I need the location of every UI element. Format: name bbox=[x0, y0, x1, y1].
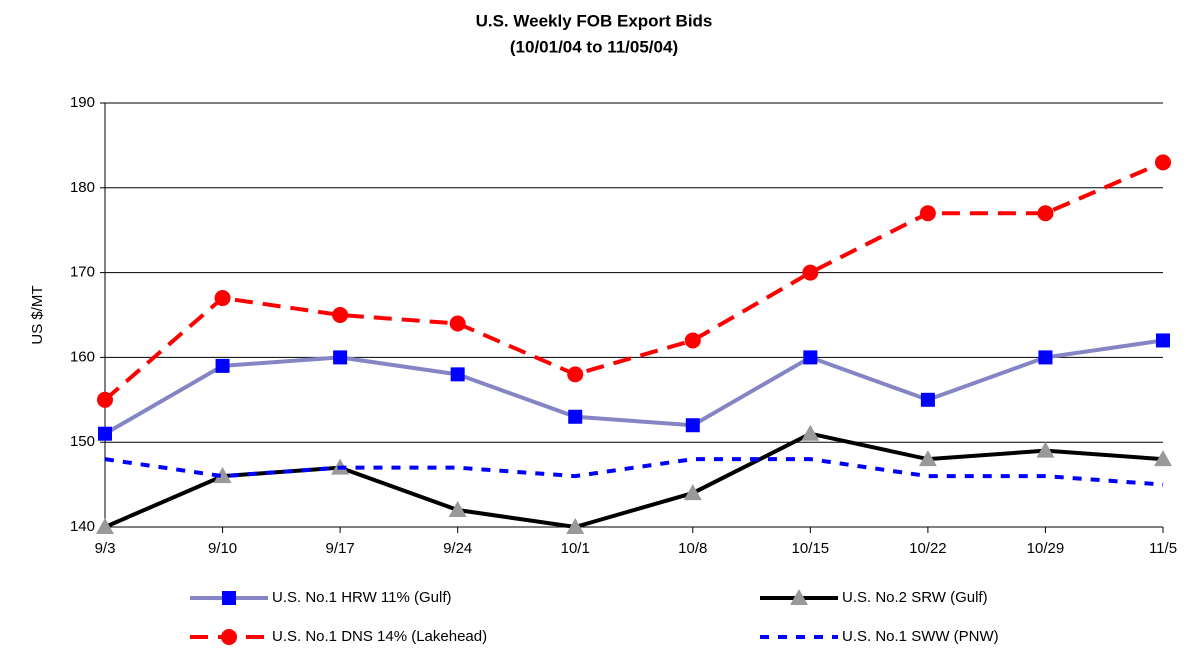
legend-label: U.S. No.2 SRW (Gulf) bbox=[842, 589, 988, 606]
y-tick-label: 140 bbox=[70, 518, 95, 535]
data-point bbox=[448, 501, 467, 518]
legend-marker bbox=[222, 591, 236, 605]
data-point bbox=[1036, 441, 1055, 458]
data-point bbox=[684, 332, 701, 349]
data-point bbox=[449, 315, 466, 332]
x-tick-label: 9/17 bbox=[326, 540, 355, 557]
data-point bbox=[97, 391, 113, 408]
x-tick-label: 10/29 bbox=[1027, 540, 1065, 557]
data-point bbox=[567, 366, 584, 383]
data-point bbox=[803, 350, 818, 365]
data-point bbox=[98, 426, 112, 441]
legend-marker bbox=[790, 589, 808, 605]
series-line bbox=[104, 457, 1164, 487]
data-point bbox=[450, 367, 465, 382]
data-point bbox=[1156, 333, 1170, 348]
legend-label: U.S. No.1 HRW 11% (Gulf) bbox=[272, 589, 452, 606]
data-point bbox=[802, 264, 819, 281]
data-point bbox=[214, 290, 231, 307]
data-point bbox=[918, 450, 937, 467]
data-point bbox=[1038, 350, 1053, 365]
legend-marker bbox=[221, 629, 237, 645]
y-axis-label: US $/MT bbox=[29, 285, 46, 344]
data-point bbox=[920, 392, 935, 407]
y-tick-label: 150 bbox=[70, 433, 95, 450]
x-tick-label: 9/3 bbox=[95, 540, 116, 557]
data-point bbox=[332, 307, 349, 323]
data-point bbox=[1037, 205, 1054, 222]
x-tick-label: 10/1 bbox=[561, 540, 590, 557]
data-point bbox=[333, 350, 348, 365]
data-point bbox=[1154, 450, 1172, 467]
data-point bbox=[919, 205, 936, 222]
x-tick-label: 9/10 bbox=[208, 540, 237, 557]
data-point bbox=[215, 358, 230, 373]
x-tick-label: 10/15 bbox=[792, 540, 830, 557]
data-point bbox=[801, 424, 820, 441]
chart-subtitle: (10/01/04 to 11/05/04) bbox=[510, 37, 678, 56]
data-point bbox=[685, 418, 700, 433]
y-tick-label: 170 bbox=[70, 264, 95, 281]
legend-label: U.S. No.1 SWW (PNW) bbox=[842, 628, 999, 645]
series-line bbox=[103, 160, 1164, 402]
data-point bbox=[683, 484, 702, 501]
data-point bbox=[213, 467, 232, 484]
x-tick-label: 9/24 bbox=[443, 540, 472, 557]
chart-title: U.S. Weekly FOB Export Bids bbox=[476, 11, 713, 30]
data-point bbox=[1155, 154, 1171, 171]
x-tick-label: 10/22 bbox=[909, 540, 947, 557]
series-line bbox=[104, 431, 1164, 530]
data-point bbox=[96, 518, 114, 534]
y-tick-label: 190 bbox=[70, 94, 95, 111]
x-tick-label: 10/8 bbox=[678, 540, 707, 557]
legend-label: U.S. No.1 DNS 14% (Lakehead) bbox=[272, 628, 487, 645]
x-tick-label: 11/5 bbox=[1149, 540, 1177, 557]
data-point bbox=[566, 518, 585, 534]
data-point bbox=[568, 409, 583, 424]
series-line bbox=[104, 338, 1164, 436]
y-tick-label: 180 bbox=[70, 179, 95, 196]
y-tick-label: 160 bbox=[70, 348, 95, 365]
